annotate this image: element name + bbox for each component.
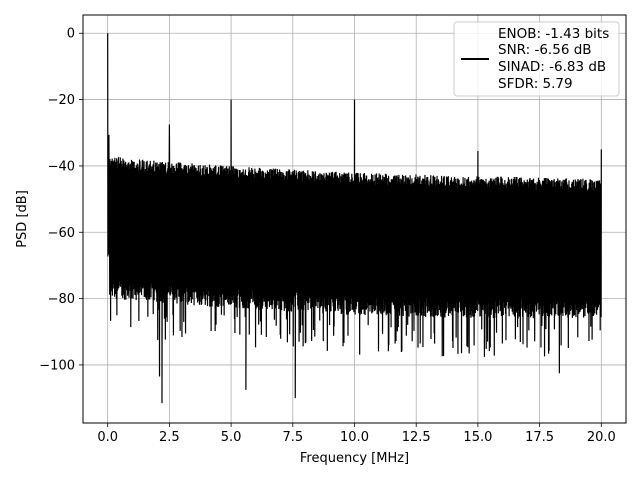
x-tick-label: 12.5 (402, 430, 431, 445)
y-tick-label: −80 (48, 292, 75, 307)
legend-text-enob: ENOB: -1.43 bits (498, 26, 609, 42)
x-tick-label: 2.5 (159, 430, 180, 445)
y-tick-label: −40 (48, 159, 75, 174)
y-axis-ticks: 0 −20 −40 −60 −80 −100 (39, 27, 83, 373)
psd-series-line (107, 33, 602, 404)
x-tick-label: 15.0 (463, 430, 492, 445)
y-axis-label: PSD [dB] (15, 190, 30, 248)
legend-box (453, 21, 620, 97)
y-tick-label: −100 (39, 358, 75, 373)
x-axis-ticks: 0.0 2.5 5.0 7.5 10.0 12.5 15.0 17.5 20.0 (97, 423, 616, 445)
x-tick-label: 20.0 (587, 430, 616, 445)
x-tick-label: 0.0 (97, 430, 118, 445)
plot-area (107, 33, 602, 404)
x-axis-label: Frequency [MHz] (300, 451, 409, 466)
y-tick-label: −60 (48, 226, 75, 241)
x-tick-label: 5.0 (221, 430, 242, 445)
legend-text-sfdr: SFDR: 5.79 (498, 76, 573, 92)
x-tick-label: 17.5 (525, 430, 554, 445)
x-tick-label: 7.5 (282, 430, 303, 445)
y-tick-label: 0 (67, 27, 75, 42)
x-tick-label: 10.0 (340, 430, 369, 445)
legend: ENOB: -1.43 bits SNR: -6.56 dB SINAD: -6… (453, 21, 620, 97)
y-tick-label: −20 (48, 93, 75, 108)
legend-text-sinad: SINAD: -6.83 dB (498, 59, 606, 75)
legend-text-snr: SNR: -6.56 dB (498, 42, 592, 58)
